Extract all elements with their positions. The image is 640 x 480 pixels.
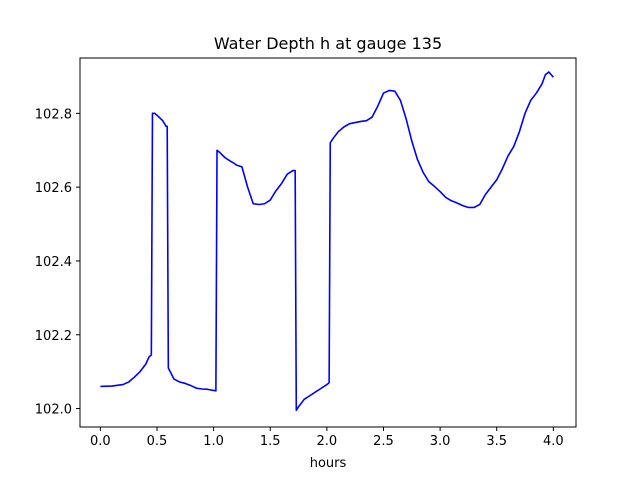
y-axis-ticks: 102.0 102.2 102.4 102.6 102.8 (35, 107, 80, 418)
y-tick-label: 102.4 (35, 255, 72, 270)
x-tick-label: 0.5 (147, 434, 168, 449)
plot-area (80, 58, 576, 427)
x-axis-ticks: 0.0 0.5 1.0 1.5 2.0 2.5 3.0 3.5 4.0 (90, 427, 564, 449)
x-tick-label: 2.5 (373, 434, 394, 449)
x-tick-label: 3.0 (430, 434, 451, 449)
x-axis-label: hours (310, 456, 347, 471)
chart-title: Water Depth h at gauge 135 (214, 34, 442, 53)
y-tick-label: 102.6 (35, 181, 72, 196)
x-tick-label: 0.0 (90, 434, 111, 449)
plot-frame (79, 57, 577, 428)
x-tick-label: 4.0 (543, 434, 564, 449)
x-tick-label: 2.0 (317, 434, 338, 449)
series-line (100, 71, 554, 412)
x-tick-label: 3.5 (486, 434, 507, 449)
x-tick-label: 1.0 (203, 434, 224, 449)
y-tick-label: 102.8 (35, 107, 72, 122)
x-tick-label: 1.5 (260, 434, 281, 449)
y-tick-label: 102.0 (35, 403, 72, 418)
y-tick-label: 102.2 (35, 329, 72, 344)
